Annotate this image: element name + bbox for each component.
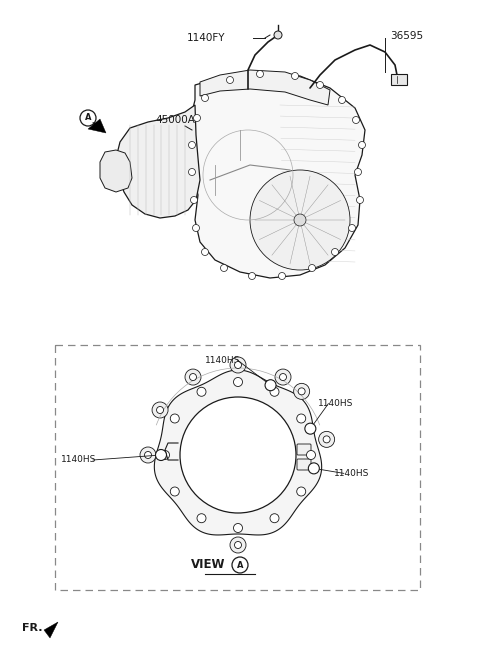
Text: 1140HS: 1140HS (334, 469, 369, 478)
Circle shape (170, 487, 180, 496)
Circle shape (249, 273, 255, 279)
FancyBboxPatch shape (297, 459, 311, 470)
Circle shape (193, 114, 201, 122)
Circle shape (192, 225, 200, 231)
Circle shape (170, 414, 180, 423)
Circle shape (294, 384, 310, 399)
Circle shape (294, 214, 306, 226)
Circle shape (352, 116, 360, 124)
Circle shape (298, 388, 305, 395)
Circle shape (355, 168, 361, 175)
Circle shape (230, 537, 246, 553)
Text: A: A (237, 560, 243, 570)
Circle shape (235, 541, 241, 549)
FancyBboxPatch shape (297, 444, 311, 455)
Circle shape (278, 273, 286, 279)
Polygon shape (44, 622, 58, 638)
Circle shape (323, 436, 330, 443)
Polygon shape (200, 70, 330, 105)
Circle shape (180, 397, 296, 513)
Circle shape (202, 248, 208, 256)
Circle shape (348, 225, 356, 231)
Circle shape (316, 81, 324, 89)
Polygon shape (116, 105, 200, 218)
Circle shape (197, 514, 206, 523)
Text: 1140FY: 1140FY (187, 33, 225, 43)
Circle shape (297, 487, 306, 496)
Text: 45000A: 45000A (155, 115, 195, 125)
Circle shape (220, 265, 228, 271)
Circle shape (227, 76, 233, 83)
Circle shape (235, 361, 241, 369)
Text: 1140HS: 1140HS (60, 455, 96, 464)
Circle shape (359, 141, 365, 148)
Circle shape (189, 168, 195, 175)
Polygon shape (155, 370, 322, 535)
Circle shape (140, 447, 156, 463)
Text: 1140HS: 1140HS (205, 355, 240, 365)
Circle shape (189, 141, 195, 148)
Circle shape (250, 170, 350, 270)
Circle shape (202, 95, 208, 101)
Circle shape (152, 402, 168, 418)
Circle shape (279, 374, 287, 380)
Circle shape (230, 357, 246, 373)
Circle shape (274, 31, 282, 39)
Circle shape (319, 432, 335, 447)
Circle shape (297, 414, 306, 423)
Polygon shape (88, 119, 106, 133)
Circle shape (309, 265, 315, 271)
Circle shape (265, 380, 276, 391)
Polygon shape (188, 72, 365, 278)
Text: A: A (85, 114, 91, 122)
Circle shape (233, 524, 242, 533)
Circle shape (160, 451, 169, 459)
Circle shape (190, 374, 196, 380)
Text: FR.: FR. (22, 623, 43, 633)
Bar (55, 345, 420, 590)
Circle shape (191, 196, 197, 204)
Circle shape (144, 451, 152, 459)
Circle shape (357, 196, 363, 204)
Circle shape (197, 387, 206, 396)
Circle shape (307, 451, 315, 459)
Circle shape (275, 369, 291, 385)
Circle shape (185, 369, 201, 385)
Text: 36595: 36595 (390, 31, 423, 41)
Text: VIEW: VIEW (191, 558, 225, 572)
Circle shape (156, 449, 167, 461)
Circle shape (270, 514, 279, 523)
Circle shape (233, 378, 242, 386)
Polygon shape (100, 150, 132, 192)
Circle shape (156, 407, 164, 413)
Circle shape (291, 72, 299, 79)
Circle shape (308, 463, 319, 474)
Circle shape (270, 387, 279, 396)
FancyBboxPatch shape (391, 74, 407, 85)
Circle shape (332, 248, 338, 256)
Circle shape (256, 70, 264, 78)
Circle shape (305, 423, 316, 434)
Text: 1140HS: 1140HS (318, 399, 354, 408)
Circle shape (338, 97, 346, 104)
